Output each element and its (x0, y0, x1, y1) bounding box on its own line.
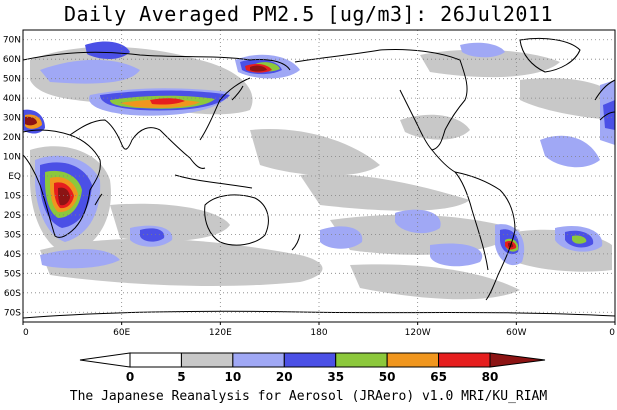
colorbar-label: 0 (126, 370, 134, 384)
pm25-field (23, 41, 615, 300)
lat-label: 40N (3, 94, 21, 104)
colorbar-segment (283, 352, 337, 368)
longitude-labels: 0 60E 120E 180 120W 60W 0 (22, 322, 616, 338)
colorbar-label: 35 (327, 370, 344, 384)
lat-label: 20S (4, 211, 21, 221)
lat-label: 10N (3, 153, 21, 163)
colorbar: 0 5 10 20 35 50 65 80 (79, 352, 546, 384)
colorbar-segment (335, 352, 388, 368)
colorbar-segment (438, 352, 491, 368)
colorbar-label: 10 (225, 370, 242, 384)
lat-label: 50N (3, 75, 21, 85)
lon-label: 60W (506, 328, 526, 338)
lat-label: 70N (3, 36, 21, 46)
lon-label: 60E (113, 328, 130, 338)
colorbar-label: 80 (482, 370, 499, 384)
lat-label: 50S (4, 269, 21, 279)
colorbar-label: 5 (177, 370, 185, 384)
colorbar-label: 65 (430, 370, 447, 384)
colorbar-segment (232, 352, 285, 368)
lat-label: 60N (3, 55, 21, 65)
colorbar-label: 20 (276, 370, 293, 384)
lat-label: 20N (3, 133, 21, 143)
lon-label: 120W (405, 328, 431, 338)
lat-label: 10S (4, 191, 21, 201)
colorbar-min-arrow (79, 352, 131, 368)
lon-label: 180 (310, 328, 327, 338)
colorbar-segment (386, 352, 440, 368)
lat-label: 30N (3, 114, 21, 124)
coastlines (22, 37, 616, 319)
footer-credit: The Japanese Reanalysis for Aerosol (JRA… (69, 389, 548, 404)
lat-label: 60S (4, 289, 21, 299)
grid-lines (23, 30, 615, 322)
map-title: Daily Averaged PM2.5 [ug/m3]: 26Jul2011 (63, 2, 554, 26)
lat-label: EQ (8, 172, 21, 182)
lat-label: 70S (4, 308, 21, 318)
lon-label: 0 (23, 328, 29, 338)
lon-label: 0 (609, 328, 615, 338)
colorbar-segment (180, 352, 234, 368)
latitude-labels: 70N 60N 50N 40N 30N 20N 10N EQ 10S 20S 30S 40S 50S 60… (3, 36, 21, 319)
lat-label: 40S (4, 250, 21, 260)
colorbar-segment (129, 352, 182, 368)
lon-label: 120E (209, 328, 232, 338)
lat-label: 30S (4, 230, 21, 240)
colorbar-label: 50 (379, 370, 396, 384)
colorbar-max-arrow (489, 352, 546, 368)
